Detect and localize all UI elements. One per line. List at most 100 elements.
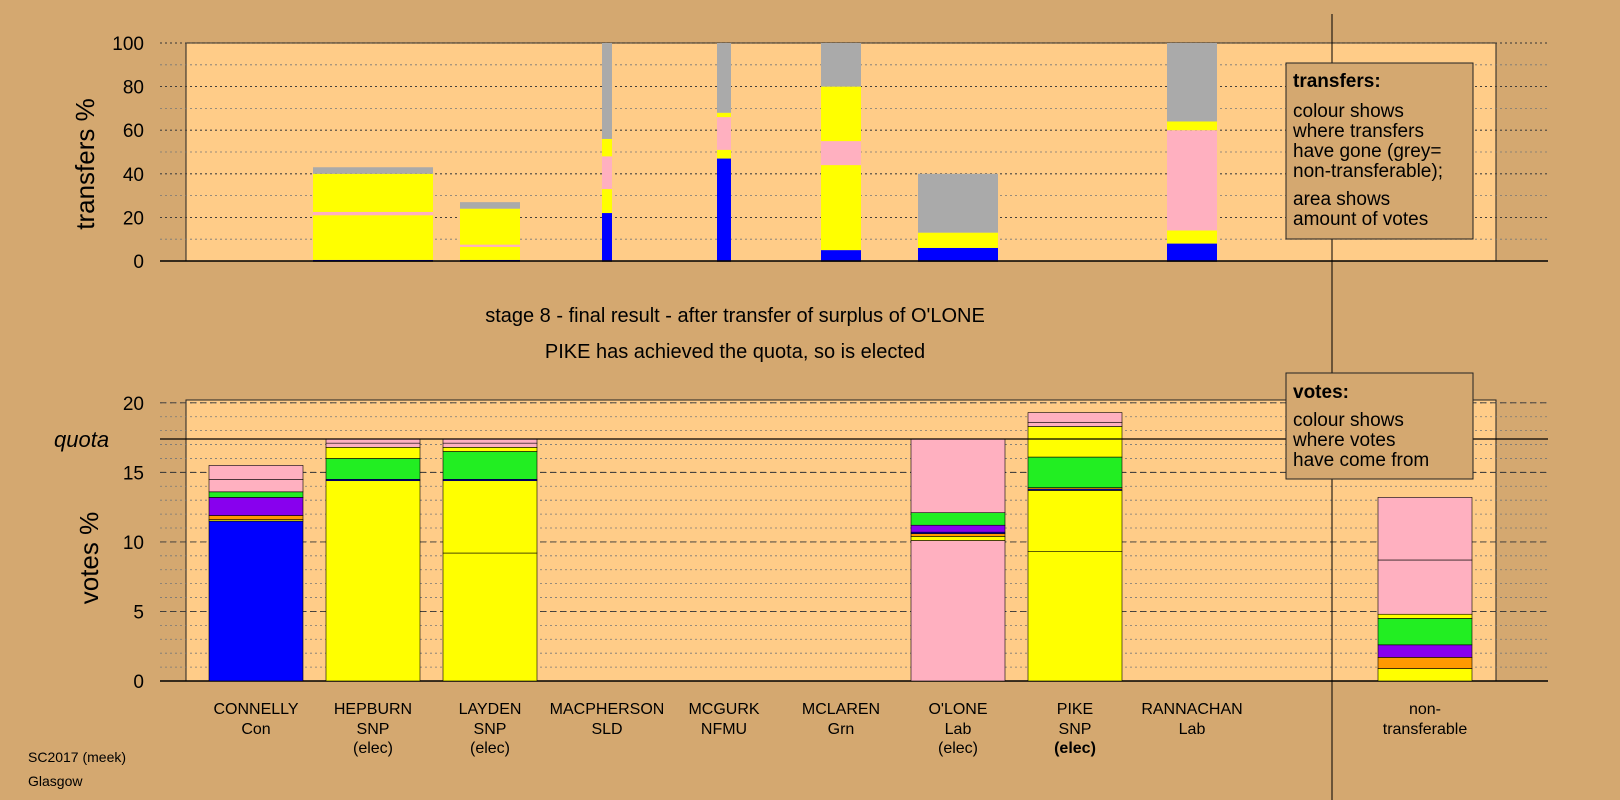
- transfers-segment-snp: [717, 149, 731, 159]
- candidate-status: (elec): [1054, 740, 1096, 757]
- votes-tick-label: 15: [123, 463, 144, 484]
- transfers-segment-nontransferable: [717, 43, 731, 113]
- votes-segment-lab: [1377, 497, 1473, 561]
- transfers-bar-olone: [918, 173, 998, 262]
- footer-label-method: SC2017 (meek): [28, 749, 126, 765]
- candidate-label: RANNACHAN Lab: [1141, 701, 1242, 738]
- votes-segment-sld: [208, 515, 304, 520]
- votes-bar-connelly: [208, 465, 304, 682]
- transfers-legend-line: colour shows: [1293, 101, 1404, 122]
- transfers-segment-con: [602, 213, 612, 261]
- quota-label: quota: [54, 427, 109, 452]
- votes-segment-grn: [1377, 618, 1473, 646]
- stage-message: stage 8 - final result - after transfer …: [485, 305, 985, 327]
- votes-segment-lab: [1027, 421, 1123, 427]
- candidate-label: O'LONE Lab (elec): [928, 701, 987, 757]
- votes-tick-label: 5: [133, 602, 144, 623]
- status-message: PIKE has achieved the quota, so is elect…: [545, 341, 925, 363]
- votes-tick-label: 20: [123, 394, 144, 415]
- transfers-segment-nontransferable: [313, 167, 433, 174]
- candidate-name: O'LONE: [928, 701, 987, 718]
- transfers-tick-label: 100: [112, 34, 144, 55]
- transfers-segment-snp: [313, 173, 433, 212]
- votes-segment-lab: [442, 442, 538, 448]
- votes-segment-grn: [208, 491, 304, 498]
- votes-segment-lab: [910, 540, 1006, 682]
- candidate-party: Lab: [1179, 721, 1206, 738]
- votes-segment-snp: [1027, 551, 1123, 682]
- candidate-party: SNP: [357, 721, 390, 738]
- candidate-party: SNP: [1059, 721, 1092, 738]
- transfers-segment-lab: [821, 141, 861, 166]
- transfers-segment-con: [1167, 243, 1217, 261]
- transfers-bar-rannachan: [1167, 43, 1217, 262]
- candidate-label: non-transferable: [1383, 701, 1468, 738]
- transfers-legend-box: [1285, 62, 1474, 240]
- transfers-bar-mclaren: [821, 43, 861, 262]
- votes-segment-lab: [1027, 412, 1123, 423]
- votes-bar-hepburn: [325, 438, 421, 682]
- candidate-label: CONNELLY Con: [213, 701, 298, 738]
- votes-segment-nfmu: [208, 497, 304, 516]
- candidate-party: Con: [241, 721, 270, 738]
- transfers-legend-title: transfers:: [1293, 71, 1381, 92]
- votes-segment-lab: [1377, 559, 1473, 615]
- transfers-tick-label: 40: [123, 165, 144, 186]
- transfers-segment-nontransferable: [1167, 43, 1217, 122]
- candidate-status: (elec): [353, 740, 393, 757]
- transfers-segment-snp: [918, 232, 998, 248]
- candidate-label: MCGURK NFMU: [688, 701, 759, 738]
- transfers-segment-lab: [313, 211, 433, 216]
- transfers-segment-snp: [821, 86, 861, 142]
- transfers-bar-macpherson: [602, 43, 612, 262]
- candidate-name: non-: [1409, 701, 1441, 718]
- candidate-name: MACPHERSON: [550, 701, 665, 718]
- transfers-segment-snp: [602, 138, 612, 157]
- transfers-tick-label: 80: [123, 78, 144, 99]
- candidate-party: NFMU: [701, 721, 747, 738]
- candidate-party: SLD: [591, 721, 622, 738]
- votes-segment-grn: [910, 512, 1006, 526]
- candidate-name: transferable: [1383, 721, 1468, 738]
- votes-bar-layden: [442, 438, 538, 682]
- votes-segment-lab: [208, 465, 304, 480]
- votes-legend-box: [1285, 372, 1474, 480]
- votes-segment-snp: [1377, 668, 1473, 682]
- footer-label-ward: Glasgow: [28, 773, 83, 789]
- votes-segment-snp: [325, 447, 421, 459]
- votes-axis-title: votes %: [74, 512, 104, 605]
- votes-segment-con: [208, 520, 304, 682]
- candidate-label: HEPBURN SNP (elec): [334, 701, 412, 757]
- transfers-segment-con: [717, 158, 731, 261]
- votes-bar-nontransferable: [1377, 497, 1473, 682]
- votes-segment-grn: [325, 458, 421, 480]
- transfers-legend-line: non-transferable);: [1293, 161, 1443, 182]
- transfers-segment-con: [821, 250, 861, 261]
- votes-segment-snp: [1377, 613, 1473, 619]
- transfers-segment-nontransferable: [460, 202, 520, 209]
- votes-segment-nfmu: [910, 524, 1006, 533]
- votes-segment-snp: [325, 480, 421, 682]
- transfers-tick-label: 0: [133, 252, 144, 273]
- candidate-label: MCLAREN Grn: [802, 701, 880, 738]
- candidate-name: RANNACHAN: [1141, 701, 1242, 718]
- candidate-label: PIKE SNP (elec): [1054, 701, 1096, 757]
- candidate-label: LAYDEN SNP (elec): [459, 701, 522, 757]
- candidate-party: Lab: [945, 721, 972, 738]
- votes-bar-olone: [910, 438, 1006, 682]
- transfers-segment-con: [918, 247, 998, 261]
- candidate-name: MCGURK: [688, 701, 759, 718]
- votes-legend-line: where votes: [1292, 430, 1395, 451]
- votes-segment-sld: [1377, 657, 1473, 669]
- votes-segment-snp: [442, 552, 538, 682]
- transfers-segment-nontransferable: [821, 43, 861, 87]
- candidate-status: (elec): [938, 740, 978, 757]
- transfers-segment-snp: [313, 215, 433, 260]
- transfers-segment-snp: [1167, 230, 1217, 244]
- transfers-segment-lab: [717, 117, 731, 150]
- transfers-segment-snp: [717, 112, 731, 118]
- votes-panel: 0 5 10 15 20 quota CONNELLY Con HEPBURN SNP (elec)…: [54, 394, 1548, 757]
- candidate-name: MCLAREN: [802, 701, 880, 718]
- transfers-tick-label: 20: [123, 208, 144, 229]
- transfers-segment-snp: [602, 189, 612, 214]
